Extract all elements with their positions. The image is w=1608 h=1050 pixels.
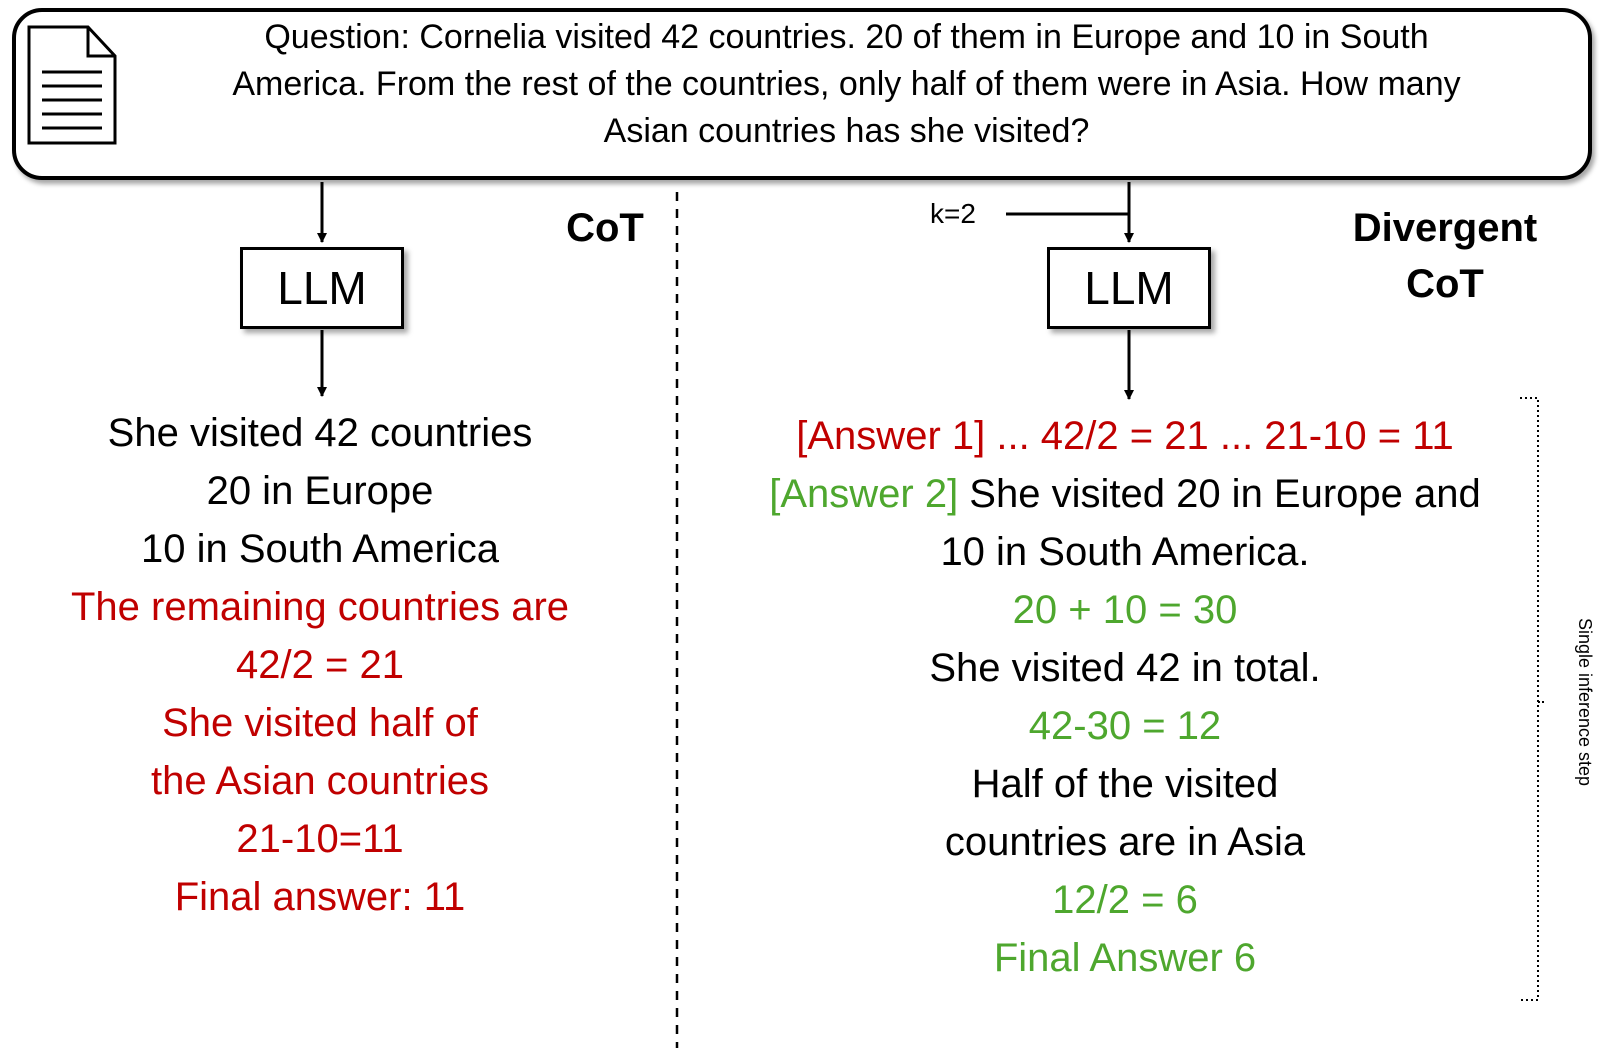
- cot-step-line: Final answer: 11: [174, 875, 466, 919]
- answer-1-text: ... 42/2 = 21 ... 21-10 = 11: [985, 414, 1454, 458]
- divergent-title-line2: CoT: [1406, 262, 1484, 306]
- cot-llm-box: LLM: [240, 247, 404, 329]
- divergent-title: Divergent CoT: [1320, 200, 1570, 312]
- divergent-step-line: 42-30 = 12: [1028, 704, 1222, 748]
- divergent-output: [Answer 1] ... 42/2 = 21 ... 21-10 = 11 …: [700, 407, 1550, 987]
- answer-1-tag: [Answer 1]: [796, 414, 986, 458]
- answer-2-line: [Answer 2] She visited 20 in Europe and: [700, 465, 1550, 523]
- cot-step-line: She visited 42 countries: [107, 411, 533, 455]
- question-text: Question: Cornelia visited 42 countries.…: [125, 14, 1568, 155]
- question-line: America. From the rest of the countries,…: [232, 65, 1461, 103]
- question-line: Asian countries has she visited?: [603, 112, 1090, 150]
- divergent-step-line: 12/2 = 6: [1052, 878, 1198, 922]
- single-inference-text: Single inference step: [1575, 617, 1595, 787]
- divergent-step-line: She visited 42 in total.: [929, 646, 1321, 690]
- cot-step-line: The remaining countries are: [70, 585, 570, 629]
- cot-step-line: 10 in South America: [141, 527, 499, 571]
- k-label: k=2: [930, 198, 976, 229]
- cot-step-line: 20 in Europe: [206, 469, 434, 513]
- divergent-llm-box: LLM: [1047, 247, 1211, 329]
- answer-2-text: She visited 20 in Europe and: [958, 472, 1481, 516]
- cot-title: CoT: [566, 206, 644, 250]
- cot-output: She visited 42 countries 20 in Europe 10 i…: [10, 404, 630, 926]
- cot-step-line: 42/2 = 21: [236, 643, 404, 687]
- cot-step-line: 21-10=11: [236, 817, 404, 861]
- question-box: [12, 8, 1592, 180]
- divergent-step-line: 10 in South America.: [940, 530, 1310, 574]
- divergent-title-line1: Divergent: [1352, 206, 1538, 250]
- document-icon: [27, 25, 117, 145]
- cot-step-line: She visited half of: [162, 701, 478, 745]
- divergent-step-line: Final Answer 6: [993, 936, 1257, 980]
- cot-step-line: the Asian countries: [151, 759, 489, 803]
- divergent-step-line: Half of the visited: [971, 762, 1279, 806]
- divergent-step-line: 20 + 10 = 30: [1012, 588, 1238, 632]
- answer-1-line: [Answer 1] ... 42/2 = 21 ... 21-10 = 11: [700, 407, 1550, 465]
- divergent-step-line: countries are in Asia: [944, 820, 1306, 864]
- divergent-steps: 10 in South America. 20 + 10 = 30 She visi…: [700, 523, 1550, 987]
- question-line: Question: Cornelia visited 42 countries.…: [264, 18, 1429, 56]
- answer-2-tag: [Answer 2]: [769, 472, 959, 516]
